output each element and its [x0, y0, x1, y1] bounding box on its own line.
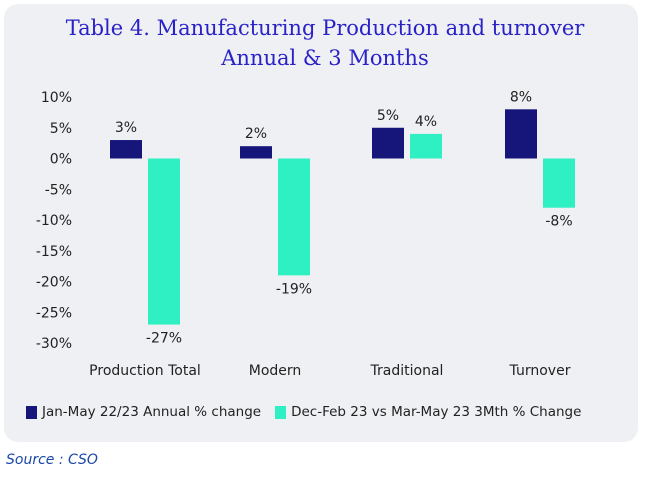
data-label: -19%	[276, 281, 312, 297]
bar	[240, 146, 272, 159]
legend-item-3month: Dec-Feb 23 vs Mar-May 23 3Mth % Change	[275, 404, 581, 420]
data-label: 4%	[415, 114, 437, 130]
y-tick-label: -5%	[45, 182, 72, 198]
bar	[110, 140, 142, 159]
x-category-label: Modern	[249, 363, 302, 379]
legend-item-annual: Jan-May 22/23 Annual % change	[26, 404, 261, 420]
legend-label-annual: Jan-May 22/23 Annual % change	[42, 404, 262, 420]
data-label: 2%	[245, 126, 267, 142]
legend-swatch-3month	[275, 405, 287, 419]
legend: Jan-May 22/23 Annual % change Dec-Feb 23…	[26, 404, 595, 420]
legend-label-3month: Dec-Feb 23 vs Mar-May 23 3Mth % Change	[291, 404, 582, 420]
y-tick-label: -20%	[36, 275, 72, 291]
data-label: 8%	[510, 89, 532, 105]
x-category-label: Traditional	[370, 363, 444, 379]
y-tick-label: -10%	[36, 213, 72, 229]
chart-subtitle: Annual & 3 Months	[221, 46, 429, 70]
chart-title: Table 4. Manufacturing Production and tu…	[65, 16, 585, 40]
bar	[410, 133, 442, 159]
y-tick-label: -25%	[36, 305, 72, 321]
data-label: 3%	[115, 120, 137, 136]
x-category-label: Turnover	[509, 363, 571, 379]
bar	[543, 158, 575, 208]
x-category-label: Production Total	[89, 363, 201, 379]
data-label: 5%	[377, 108, 399, 124]
legend-swatch-annual	[26, 405, 37, 419]
bar	[148, 158, 180, 325]
data-label: -27%	[146, 331, 182, 347]
bar	[505, 109, 537, 159]
y-tick-label: 10%	[41, 90, 72, 106]
bar	[372, 127, 404, 159]
y-tick-label: -15%	[36, 244, 72, 260]
bar	[278, 158, 310, 276]
source-note: Source : CSO	[6, 452, 98, 468]
y-tick-label: -30%	[36, 336, 72, 352]
chart-panel	[4, 4, 638, 442]
data-label: -8%	[545, 214, 572, 230]
bar-chart: 10% 5% 0% -5% -10% -15% -20% -25% -30% Production…	[36, 89, 575, 379]
y-tick-label: 5%	[50, 121, 72, 137]
y-tick-label: 0%	[50, 152, 72, 168]
